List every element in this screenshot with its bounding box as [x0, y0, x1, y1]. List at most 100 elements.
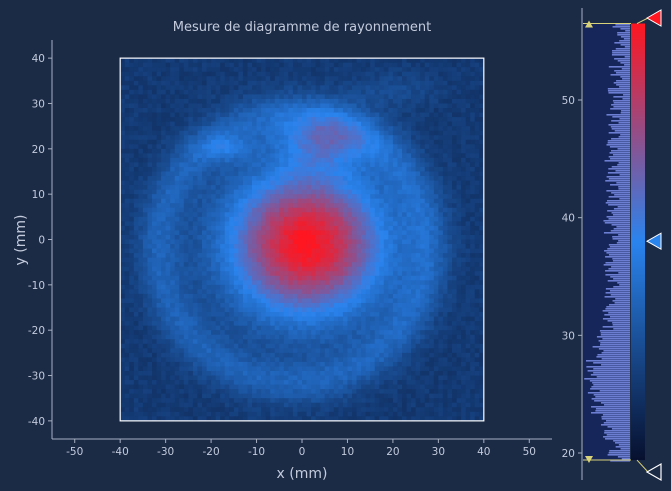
heatmap-cell [342, 130, 349, 136]
heatmap-cell [229, 244, 235, 250]
heatmap-cell [302, 89, 308, 95]
heatmap-cell [411, 271, 417, 277]
heatmap-cell [370, 58, 376, 64]
heatmap-cell [156, 216, 162, 222]
heatmap-cell [211, 121, 217, 127]
heatmap-cell [156, 130, 162, 136]
heatmap-cell [202, 67, 208, 73]
heatmap-cell [406, 275, 412, 281]
heatmap-cell [324, 185, 330, 191]
heatmap-cell [411, 307, 417, 313]
heatmap-cell [288, 144, 294, 150]
heatmap-cell [156, 144, 162, 150]
heatmap-cell [333, 58, 339, 64]
heatmap-cell [461, 330, 467, 336]
heatmap-cell [438, 307, 444, 313]
heatmap-cell [206, 330, 212, 336]
heatmap-cell [429, 289, 435, 295]
heatmap-cell [197, 321, 203, 327]
heatmap-cell [438, 239, 444, 245]
heatmap-cell [397, 176, 403, 182]
heatmap-cell [406, 180, 412, 186]
heatmap-cell [315, 126, 321, 132]
heatmap-cell [415, 253, 421, 259]
heatmap-cell [261, 157, 267, 164]
heatmap-cell [433, 71, 439, 77]
heatmap-cell [420, 76, 426, 82]
heatmap-cell [174, 89, 180, 95]
heatmap-cell [256, 230, 262, 236]
heatmap-cell [365, 312, 371, 318]
heatmap-cell [297, 166, 303, 173]
heatmap-cell [156, 262, 162, 268]
heatmap-cell [183, 302, 189, 309]
heatmap-cell [338, 330, 344, 336]
heatmap-cell [179, 130, 185, 136]
heatmap-cell [270, 62, 276, 68]
heatmap-cell [392, 153, 399, 159]
heatmap-cell [156, 58, 162, 64]
heatmap-cell [192, 248, 199, 254]
heatmap-cell [438, 289, 444, 295]
heatmap-cell [288, 225, 294, 232]
heatmap-cell [279, 112, 285, 118]
heatmap-cell [188, 80, 194, 86]
heatmap-cell [233, 330, 239, 336]
heatmap-cell [179, 330, 185, 336]
heatmap-cell [388, 157, 394, 164]
heatmap-cell [379, 298, 385, 304]
heatmap-cell [270, 144, 276, 150]
heatmap-cell [370, 221, 376, 227]
heatmap-cell [161, 293, 167, 300]
heatmap-cell [192, 203, 199, 209]
heatmap-cell [370, 166, 376, 173]
heatmap-cell [324, 103, 330, 109]
heatmap-cell [342, 207, 349, 213]
heatmap-cell [192, 307, 199, 313]
heatmap-cell [406, 112, 412, 118]
heatmap-cell [479, 85, 485, 91]
heatmap-cell [183, 271, 189, 277]
heatmap-cell [188, 153, 194, 159]
heatmap-cell [433, 239, 439, 245]
heatmap-cell [402, 257, 408, 263]
heatmap-cell [252, 266, 258, 272]
heatmap-cell [283, 135, 289, 141]
heatmap-cell [324, 166, 330, 173]
heatmap-cell [270, 234, 276, 241]
heatmap-cell [156, 244, 162, 250]
heatmap-cell [474, 171, 480, 177]
heatmap-cell [411, 212, 417, 218]
heatmap-cell [288, 284, 294, 290]
heatmap-cell [461, 103, 467, 109]
heatmap-cell [170, 58, 176, 64]
heatmap-cell [442, 189, 449, 195]
heatmap-cell [361, 76, 367, 82]
heatmap-cell [302, 94, 308, 100]
heatmap-cell [424, 94, 430, 100]
heatmap-cell [261, 117, 267, 123]
heatmap-cell [311, 153, 317, 159]
heatmap-cell [129, 257, 135, 263]
heatmap-cell [224, 67, 230, 73]
heatmap-cell [124, 157, 130, 164]
heatmap-cell [297, 230, 303, 236]
heatmap-cell [370, 126, 376, 132]
heatmap-cell [352, 130, 358, 136]
heatmap-cell [374, 189, 380, 195]
heatmap-cell [461, 244, 467, 250]
heatmap-cell [292, 89, 299, 95]
heatmap-cell [388, 198, 394, 204]
heatmap-cell [479, 112, 485, 118]
heatmap-cell [233, 325, 239, 331]
heatmap-cell [433, 321, 439, 327]
heatmap-cell [161, 221, 167, 227]
heatmap-cell [215, 262, 221, 268]
heatmap-cell [415, 207, 421, 213]
heatmap-cell [288, 198, 294, 204]
heatmap-cell [392, 266, 399, 272]
heatmap-cell [197, 85, 203, 91]
heatmap-cell [374, 157, 380, 164]
heatmap-cell [442, 248, 449, 254]
heatmap-cell [383, 176, 389, 182]
